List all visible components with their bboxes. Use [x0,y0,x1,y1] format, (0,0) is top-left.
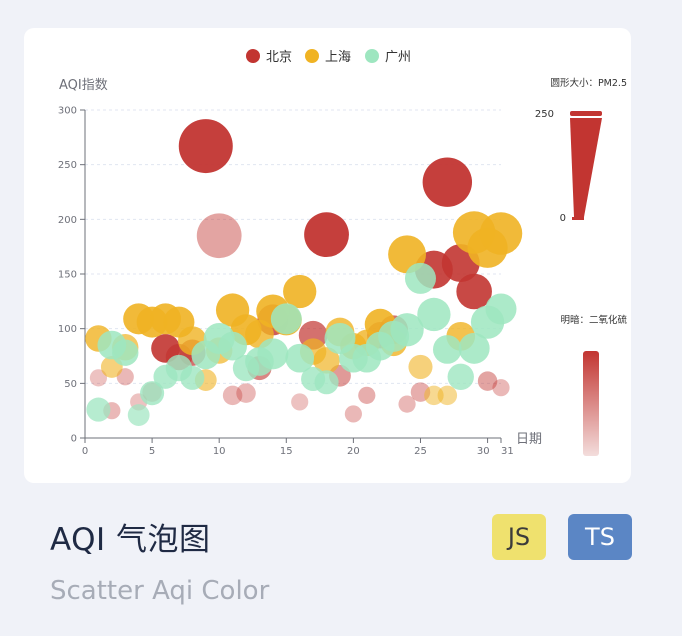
x-tick-label-4: 20 [347,446,360,457]
point-广州-14 [257,338,289,370]
point-上海-27 [437,385,458,406]
point-北京-24 [398,395,416,413]
point-北京-11 [222,385,243,406]
x-axis-label: 日期 [516,432,542,447]
color-visual-map-bar[interactable] [583,351,599,456]
legend-marker-0[interactable] [246,49,260,63]
x-tick-label-2: 10 [213,446,226,457]
point-广州-31 [485,293,517,325]
x-tick-label-6: 30 [477,446,490,457]
y-tick-label-0: 0 [71,434,77,445]
color-visual-map: 明暗：二氧化硫 [560,314,627,456]
point-广州-8 [180,365,205,390]
point-北京-21 [358,386,376,404]
color-visual-map-label: 明暗：二氧化硫 [560,314,627,326]
legend-label-1[interactable]: 上海 [325,50,351,65]
point-广州-28 [447,363,474,390]
point-广州-18 [314,370,339,395]
x-tick-label-0: 0 [82,446,88,457]
point-上海-18 [313,347,340,374]
point-广州-1 [86,397,111,422]
point-北京-16 [291,393,309,411]
point-北京-1 [89,369,108,387]
x-tick-label-7: 31 [501,446,514,457]
point-广州-26 [417,297,451,332]
js-badge[interactable]: JS [492,514,546,560]
point-北京-30 [477,371,498,391]
point-上海-31 [479,212,523,255]
point-广州-16 [285,343,315,373]
size-visual-map-handle-bottom[interactable] [572,217,584,220]
size-visual-map-max: 250 [535,109,554,120]
x-tick-label-5: 25 [414,446,427,457]
legend-label-0[interactable]: 北京 [266,50,292,65]
size-visual-map-min: 0 [560,213,566,224]
y-tick-label-2: 100 [58,324,77,335]
point-广州-24 [390,313,424,347]
point-上海-16 [283,274,317,309]
ts-badge[interactable]: TS [568,514,632,560]
chart-card[interactable]: 北京 上海 广州 AQI指数 日期 0 50 100 150 200 250 300 0 5 10 15… [24,28,631,483]
point-北京-9 [178,119,233,174]
y-axis-label: AQI指数 [59,78,108,93]
card-subtitle: Scatter Aqi Color [50,576,270,606]
card-title[interactable]: AQI 气泡图 [50,522,211,558]
axes: 0 50 100 150 200 250 300 0 5 10 15 20 25 30 31 [58,106,514,458]
size-visual-map: 圆形大小：PM2.5 250 0 [535,77,627,224]
point-广州-4 [127,404,150,426]
y-tick-label-5: 250 [58,160,77,171]
y-tick-label-4: 200 [58,215,77,226]
point-北京-18 [304,212,349,258]
point-上海-26 [424,385,444,406]
point-广州-5 [140,381,165,406]
x-tick-label-3: 15 [280,446,293,457]
point-北京-31 [492,379,510,397]
point-北京-20 [344,405,362,423]
scatter-points [85,119,523,426]
point-广州-15 [270,303,302,335]
y-tick-label-6: 300 [58,106,77,117]
size-visual-map-handle-top[interactable] [570,111,602,116]
point-广州-27 [432,335,462,364]
legend-marker-2[interactable] [365,49,379,63]
y-tick-label-1: 50 [64,379,77,390]
size-visual-map-bar [570,118,602,217]
point-北京-10 [196,213,242,259]
legend[interactable]: 北京 上海 广州 [246,49,411,65]
size-visual-map-label: 圆形大小：PM2.5 [550,77,627,89]
point-北京-29 [456,273,492,310]
x-tick-label-1: 5 [149,446,155,457]
point-北京-27 [422,157,473,207]
legend-label-2[interactable]: 广州 [385,50,411,65]
legend-marker-1[interactable] [305,49,319,63]
point-广州-29 [458,332,490,364]
y-tick-label-3: 150 [58,270,77,281]
point-北京-12 [236,383,256,403]
point-广州-25 [404,262,436,294]
point-广州-3 [112,339,139,366]
point-上海-25 [408,354,433,379]
point-广州-11 [218,331,247,361]
